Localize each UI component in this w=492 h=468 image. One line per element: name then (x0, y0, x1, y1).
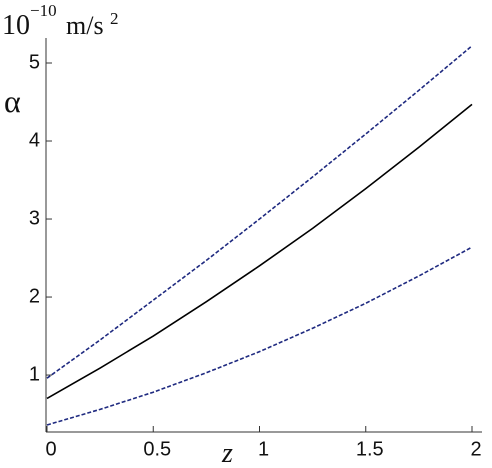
curve (46, 103, 473, 400)
x-tick-label: 1 (258, 438, 269, 460)
x-tick-label: 0 (45, 438, 56, 460)
y-tick-label: 5 (29, 51, 40, 73)
unit-exponent-2: 2 (110, 9, 119, 28)
y-tick-label: 4 (29, 129, 40, 151)
y-tick-label: 2 (29, 285, 40, 307)
x-axis-label: z (221, 438, 233, 468)
y-tick-label: 1 (29, 363, 40, 385)
unit: m/s (66, 11, 104, 40)
x-tick-label: 0.5 (143, 438, 171, 460)
x-tick-label: 1.5 (356, 438, 384, 460)
y-axis-label: α (4, 83, 21, 119)
unit-base: 10 (2, 10, 30, 41)
curve (46, 45, 473, 379)
unit-exponent: −10 (30, 1, 57, 20)
curve (46, 246, 473, 426)
y-tick-label: 3 (29, 207, 40, 229)
x-tick-label: 2 (470, 438, 481, 460)
